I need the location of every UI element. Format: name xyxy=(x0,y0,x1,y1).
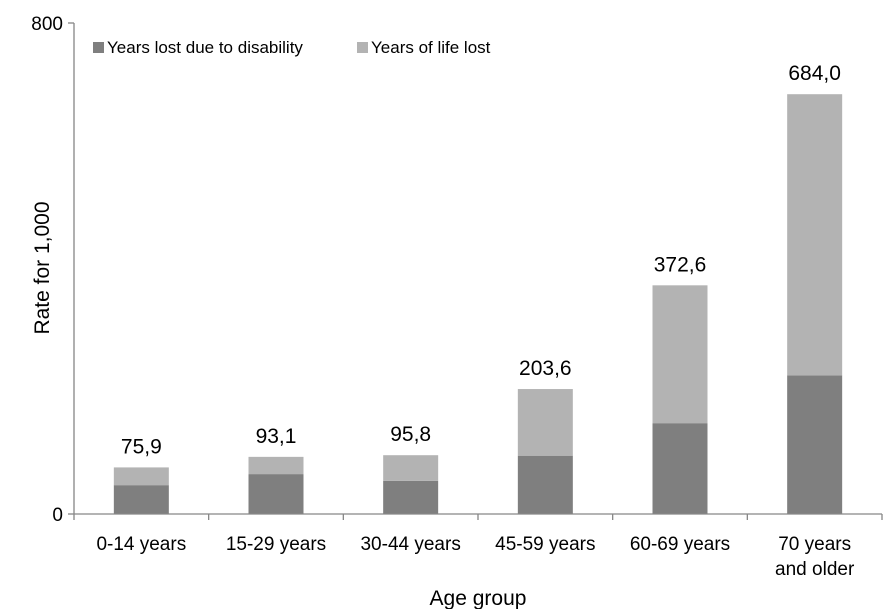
axis-ticks-layer: 0 800 xyxy=(31,14,883,526)
bar-segment-disability xyxy=(383,480,439,514)
x-category-label: 45-59 years xyxy=(495,534,595,555)
total-label: 95,8 xyxy=(390,423,431,446)
total-label: 203,6 xyxy=(519,357,572,380)
x-category-label: 60-69 years xyxy=(630,534,730,555)
x-axis-title: Age group xyxy=(430,587,527,609)
bar-segment-life-lost xyxy=(652,285,708,424)
x-category-label: 30-44 years xyxy=(360,534,460,555)
total-label: 372,6 xyxy=(654,253,707,276)
y-tick-label: 800 xyxy=(31,14,63,35)
bar-segment-disability xyxy=(787,375,843,514)
x-category-label: 70 years xyxy=(778,534,851,555)
x-category-label: and older xyxy=(775,559,855,580)
bar-segment-life-lost xyxy=(113,467,169,486)
total-label: 684,0 xyxy=(788,62,841,85)
legend-swatch-years-lost-due-to-disability xyxy=(93,42,104,53)
bars-layer xyxy=(113,94,843,514)
bar-segment-life-lost xyxy=(787,94,843,376)
legend-label-years-of-life-lost: Years of life lost xyxy=(371,38,491,57)
legend: Years lost due to disability Years of li… xyxy=(93,38,491,57)
bar-segment-life-lost xyxy=(517,389,573,456)
bar-segment-disability xyxy=(113,485,169,514)
total-label: 75,9 xyxy=(121,435,162,458)
legend-swatch-years-of-life-lost xyxy=(357,42,368,53)
legend-label-years-lost-due-to-disability: Years lost due to disability xyxy=(107,38,303,57)
labels-layer: 75,9 0-14 years 93,1 15-29 years 95,8 30-44 y… xyxy=(96,62,855,580)
bar-segment-disability xyxy=(248,474,304,514)
bar-segment-life-lost xyxy=(383,455,439,481)
y-tick-label: 0 xyxy=(52,505,63,526)
bar-segment-disability xyxy=(652,423,708,514)
bar-segment-life-lost xyxy=(248,456,304,475)
total-label: 93,1 xyxy=(256,425,297,448)
bar-segment-disability xyxy=(517,455,573,514)
x-category-label: 15-29 years xyxy=(226,534,326,555)
x-category-label: 0-14 years xyxy=(96,534,186,555)
y-axis-title: Rate for 1,000 xyxy=(31,201,54,334)
